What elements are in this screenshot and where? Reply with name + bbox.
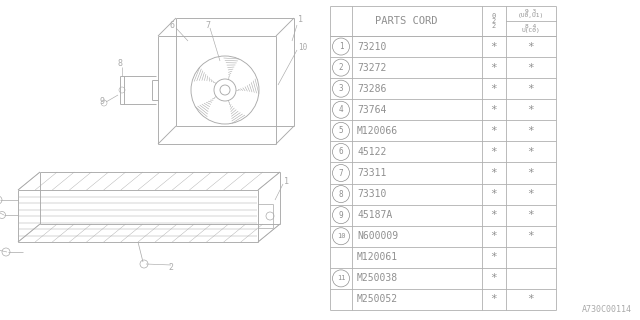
Text: 7: 7 — [339, 169, 343, 178]
Text: *: * — [491, 63, 497, 73]
Text: *: * — [491, 273, 497, 284]
Text: 5: 5 — [339, 126, 343, 135]
Text: 9 3
(U0,U1): 9 3 (U0,U1) — [518, 9, 544, 18]
Text: *: * — [491, 126, 497, 136]
Text: *: * — [527, 294, 534, 304]
Text: *: * — [491, 147, 497, 157]
Text: *: * — [527, 168, 534, 178]
Text: 73210: 73210 — [357, 42, 387, 52]
Text: 73272: 73272 — [357, 63, 387, 73]
Text: 4: 4 — [339, 105, 343, 114]
Text: PARTS CORD: PARTS CORD — [375, 16, 437, 26]
Text: N600009: N600009 — [357, 231, 398, 241]
Text: 10: 10 — [298, 44, 307, 52]
Text: 6: 6 — [170, 21, 175, 30]
Text: *: * — [527, 210, 534, 220]
Text: 0
2
2: 0 2 2 — [492, 13, 496, 29]
Text: *: * — [491, 105, 497, 115]
Text: *: * — [491, 210, 497, 220]
Text: *: * — [491, 231, 497, 241]
Text: 73311: 73311 — [357, 168, 387, 178]
Text: 73764: 73764 — [357, 105, 387, 115]
Text: 3: 3 — [339, 84, 343, 93]
Text: 9: 9 — [100, 98, 105, 107]
Text: M250052: M250052 — [357, 294, 398, 304]
Text: 73310: 73310 — [357, 189, 387, 199]
Text: M120066: M120066 — [357, 126, 398, 136]
Text: *: * — [527, 84, 534, 94]
Text: 9: 9 — [339, 211, 343, 220]
Text: *: * — [491, 84, 497, 94]
Text: *: * — [527, 105, 534, 115]
Text: *: * — [527, 189, 534, 199]
Text: *: * — [491, 252, 497, 262]
Text: 1: 1 — [339, 42, 343, 51]
Text: M250038: M250038 — [357, 273, 398, 284]
Text: *: * — [527, 42, 534, 52]
Text: 7: 7 — [205, 21, 210, 30]
Text: 1: 1 — [284, 177, 289, 186]
Text: 10: 10 — [337, 233, 345, 239]
Text: *: * — [491, 42, 497, 52]
Text: *: * — [491, 189, 497, 199]
Text: A730C00114: A730C00114 — [582, 305, 632, 314]
Text: 6: 6 — [339, 148, 343, 156]
Text: M120061: M120061 — [357, 252, 398, 262]
Text: 2: 2 — [339, 63, 343, 72]
Text: 8: 8 — [339, 189, 343, 199]
Text: 45122: 45122 — [357, 147, 387, 157]
Text: 8 4
U(C0): 8 4 U(C0) — [522, 24, 540, 33]
Text: 1: 1 — [298, 15, 303, 25]
Text: *: * — [491, 168, 497, 178]
Text: *: * — [527, 126, 534, 136]
Text: 11: 11 — [337, 276, 345, 281]
Text: 73286: 73286 — [357, 84, 387, 94]
Text: *: * — [527, 63, 534, 73]
Text: *: * — [527, 231, 534, 241]
Text: 2: 2 — [168, 262, 173, 271]
Text: 8: 8 — [118, 60, 123, 68]
Text: *: * — [527, 147, 534, 157]
Text: 45187A: 45187A — [357, 210, 392, 220]
Text: *: * — [491, 294, 497, 304]
